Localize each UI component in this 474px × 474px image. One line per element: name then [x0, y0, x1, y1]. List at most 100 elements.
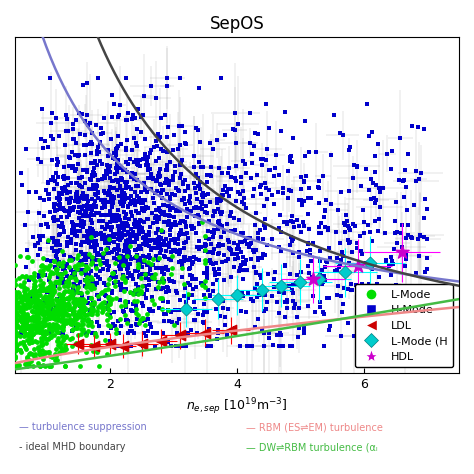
Point: [289, 289, 297, 297]
Point: [45, 286, 52, 294]
Point: [71, 289, 78, 297]
Point: [43, 316, 51, 323]
Point: [117, 140, 125, 148]
Point: [193, 244, 201, 251]
Point: [127, 238, 135, 246]
Point: [203, 308, 210, 315]
Point: [123, 210, 130, 218]
Point: [215, 243, 223, 250]
Point: [226, 212, 234, 220]
Point: [112, 273, 120, 280]
Point: [198, 280, 205, 287]
Point: [60, 347, 67, 355]
Point: [55, 299, 63, 306]
Point: [358, 250, 365, 257]
Point: [27, 273, 35, 281]
Point: [118, 342, 125, 350]
Point: [69, 309, 77, 317]
Point: [211, 272, 219, 279]
Point: [198, 205, 206, 213]
Point: [192, 170, 200, 178]
Point: [66, 155, 74, 162]
Point: [50, 315, 58, 322]
Point: [57, 223, 65, 230]
Point: [66, 292, 74, 300]
Point: [201, 277, 209, 285]
Point: [158, 235, 165, 243]
Point: [196, 179, 203, 186]
Point: [53, 279, 60, 286]
Point: [119, 197, 127, 204]
Point: [262, 184, 269, 192]
Point: [101, 201, 109, 209]
Point: [79, 189, 86, 197]
Point: [21, 291, 28, 298]
Point: [93, 310, 100, 318]
Point: [258, 254, 266, 262]
Point: [82, 329, 90, 337]
Point: [174, 236, 182, 243]
Point: [87, 210, 95, 218]
Point: [182, 230, 189, 238]
Point: [201, 329, 209, 337]
Point: [63, 311, 71, 319]
Point: [373, 281, 381, 288]
Point: [68, 256, 75, 264]
Point: [59, 275, 67, 283]
Point: [119, 254, 127, 261]
Point: [34, 321, 42, 329]
Point: [243, 267, 250, 274]
Point: [46, 352, 53, 360]
Point: [42, 296, 49, 304]
Point: [411, 327, 419, 334]
Point: [19, 313, 27, 320]
Point: [263, 195, 271, 202]
Point: [229, 125, 237, 132]
Point: [90, 201, 97, 209]
Point: [302, 173, 310, 180]
Point: [43, 340, 50, 347]
Point: [54, 311, 62, 319]
Point: [118, 254, 126, 262]
Point: [154, 216, 161, 224]
Point: [353, 163, 360, 170]
Point: [66, 199, 74, 206]
Point: [401, 193, 408, 201]
Point: [395, 312, 402, 320]
Point: [107, 208, 114, 215]
Point: [66, 316, 74, 323]
Point: [109, 273, 116, 281]
Point: [98, 223, 106, 231]
Point: [26, 296, 34, 303]
Point: [104, 234, 112, 241]
Point: [172, 162, 179, 169]
Point: [83, 273, 91, 281]
Point: [101, 211, 109, 219]
Point: [374, 227, 382, 235]
Point: [158, 277, 165, 285]
Point: [21, 273, 29, 281]
Point: [31, 313, 38, 321]
Point: [111, 268, 118, 275]
Point: [255, 316, 262, 323]
Point: [93, 182, 100, 190]
Point: [295, 222, 302, 230]
Point: [85, 239, 93, 247]
Point: [101, 203, 109, 211]
Point: [344, 222, 352, 230]
Point: [185, 257, 192, 264]
Point: [86, 205, 93, 213]
Point: [114, 156, 121, 164]
Point: [119, 166, 127, 174]
Point: [53, 252, 60, 259]
Point: [58, 308, 65, 316]
Point: [240, 195, 248, 202]
Point: [31, 289, 38, 296]
Point: [337, 239, 344, 247]
Point: [13, 296, 20, 303]
Point: [83, 317, 91, 325]
Point: [63, 319, 70, 327]
Point: [356, 232, 364, 240]
Point: [181, 284, 188, 292]
Point: [330, 111, 338, 118]
